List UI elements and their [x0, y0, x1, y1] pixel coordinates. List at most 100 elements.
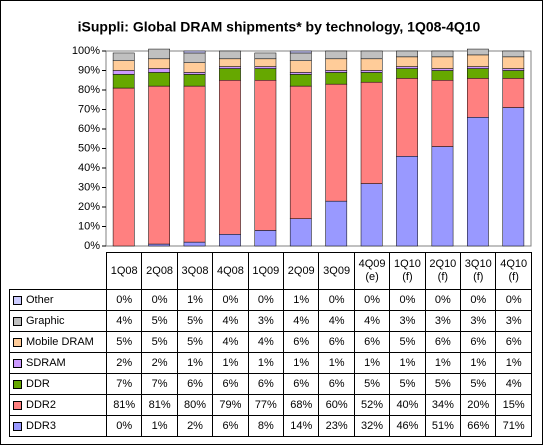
bar-segment: [183, 72, 206, 75]
y-tick-label: 0%: [84, 240, 100, 252]
legend-label: DDR: [26, 378, 50, 390]
value-cell: 5%: [389, 373, 426, 395]
series-row: DDR2 81% 81% 80% 79% 77% 68% 60% 52% 40% 34% 20% 15%: [9, 394, 532, 416]
y-tick-label: 50%: [78, 142, 100, 154]
value-cell: 81%: [141, 394, 178, 416]
value-cell: 71%: [495, 415, 532, 437]
bar-segment: [325, 83, 348, 202]
series-name-cell: DDR3: [9, 415, 107, 437]
value-cell: 66%: [460, 415, 497, 437]
value-cell: 5%: [176, 331, 214, 353]
value-cell: 80%: [176, 394, 214, 416]
bar-segment: [289, 52, 312, 62]
bar-segment: [289, 218, 312, 247]
bar-segment: [467, 78, 489, 118]
value-cell: 1%: [283, 352, 320, 374]
value-cell: 4%: [212, 310, 249, 332]
bar-segment: [325, 50, 348, 60]
value-cell: 0%: [105, 415, 143, 437]
series-name-cell: Mobile DRAM: [9, 331, 107, 353]
value-cell: 0%: [460, 289, 497, 311]
value-cell: 6%: [212, 373, 249, 395]
chart-title: iSuppli: Global DRAM shipments* by techn…: [78, 19, 481, 35]
value-cell: 1%: [283, 289, 320, 311]
bar-segment: [254, 68, 277, 81]
bar-segment: [396, 78, 418, 157]
value-cell: 3%: [495, 310, 532, 332]
value-cell: 5%: [105, 331, 143, 353]
value-cell: 34%: [424, 394, 462, 416]
plot-area: [105, 50, 532, 247]
value-cell: 6%: [318, 373, 355, 395]
value-cell: 6%: [176, 373, 214, 395]
value-cell: 1%: [424, 352, 462, 374]
y-tick-label: 90%: [78, 64, 100, 76]
bar-segment: [148, 68, 170, 73]
bar-segment: [289, 74, 312, 87]
bar-segment: [183, 50, 206, 54]
value-cell: 6%: [247, 373, 285, 395]
bar-segment: [325, 72, 348, 85]
series-row: Other 0% 0% 1% 0% 0% 1% 0% 0% 0% 0% 0% 0%: [9, 289, 532, 311]
bar-segment: [396, 50, 418, 58]
bar-segment: [360, 81, 383, 184]
category-label: 3Q08: [176, 252, 214, 290]
value-cell: 6%: [283, 331, 320, 353]
bar-segment: [360, 72, 383, 83]
value-cell: 4%: [318, 310, 355, 332]
bar-segment: [112, 74, 135, 89]
value-cell: 1%: [176, 352, 214, 374]
bar-segment: [502, 68, 525, 71]
bar-segment: [219, 50, 241, 60]
y-tick-label: 60%: [78, 123, 100, 135]
bar-segment: [502, 70, 525, 79]
value-cell: 0%: [212, 289, 249, 311]
value-cell: 4%: [283, 310, 320, 332]
series-name-cell: DDR2: [9, 394, 107, 416]
legend-label: Mobile DRAM: [26, 336, 94, 348]
bar-segment: [183, 241, 206, 247]
value-cell: 4%: [212, 331, 249, 353]
category-label: 4Q08: [212, 252, 249, 290]
category-label: 2Q10 (f): [424, 252, 462, 290]
value-cell: 0%: [495, 289, 532, 311]
bar-segment: [183, 74, 206, 87]
bar-segment: [148, 58, 170, 69]
value-cell: 1%: [460, 352, 497, 374]
bar-segment: [502, 50, 525, 58]
value-cell: 0%: [353, 289, 391, 311]
bar-segment: [502, 78, 525, 108]
series-row: DDR 7% 7% 6% 6% 6% 6% 6% 5% 5% 5% 5% 4%: [9, 373, 532, 395]
legend-label: DDR3: [26, 420, 56, 432]
value-cell: 5%: [353, 373, 391, 395]
value-cell: 0%: [247, 289, 285, 311]
header-row: 1Q08 2Q08 3Q08 4Q08 1Q09 2Q09 3Q09 4Q09 (e) 1Q10…: [9, 252, 532, 290]
value-cell: 3%: [389, 310, 426, 332]
value-cell: 5%: [389, 331, 426, 353]
bar-segment: [502, 107, 525, 247]
value-cell: 6%: [283, 373, 320, 395]
bar-segment: [431, 70, 454, 81]
bar-segment: [360, 183, 383, 247]
value-cell: 81%: [105, 394, 143, 416]
value-cell: 77%: [247, 394, 285, 416]
bar-segment: [112, 70, 135, 75]
value-cell: 79%: [212, 394, 249, 416]
value-cell: 4%: [495, 373, 532, 395]
series-row: Graphic 4% 5% 5% 4% 3% 4% 4% 4% 3% 3% 3% 3%: [9, 310, 532, 332]
bar-segment: [289, 50, 312, 54]
value-cell: 23%: [318, 415, 355, 437]
legend-key: [13, 337, 22, 347]
bar-segment: [431, 80, 454, 147]
bar-segment: [396, 66, 418, 69]
bar-segment: [219, 80, 241, 235]
bar-segment: [183, 85, 206, 243]
bar-segment: [183, 62, 206, 73]
value-cell: 7%: [141, 373, 178, 395]
bar-segment: [431, 50, 454, 58]
value-cell: 1%: [389, 352, 426, 374]
bar-segment: [219, 66, 241, 69]
value-cell: 6%: [460, 331, 497, 353]
